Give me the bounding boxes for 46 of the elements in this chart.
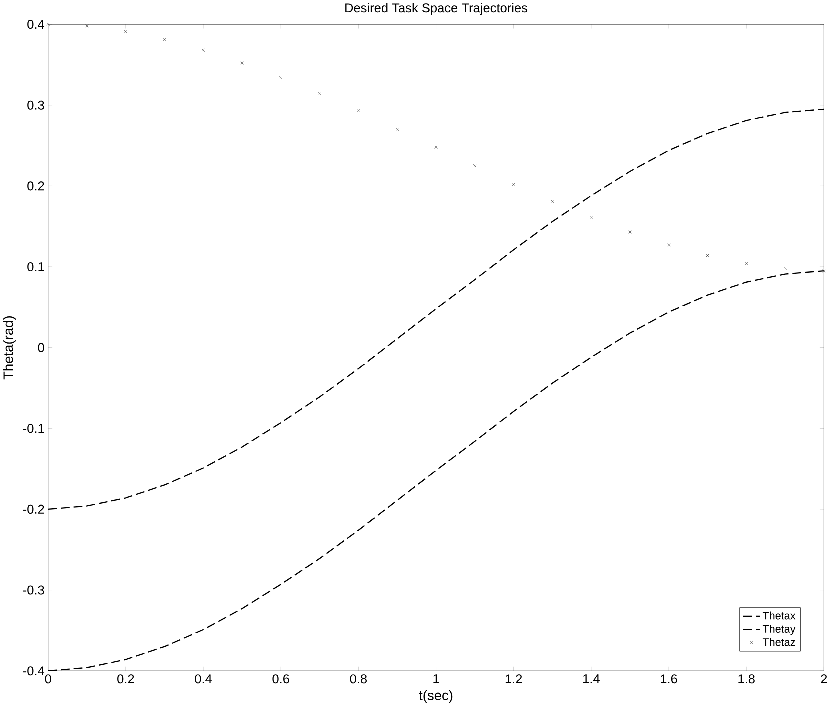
y-tick-label: 0.3 bbox=[28, 100, 44, 110]
y-tick-label: -0.2 bbox=[23, 504, 44, 514]
x-tick-label: 1.2 bbox=[506, 674, 522, 684]
x-tick-label: 0.2 bbox=[118, 674, 134, 684]
point bbox=[590, 216, 594, 220]
x-axis-title: t(sec) bbox=[419, 690, 453, 703]
x-tick-label: 0.6 bbox=[272, 674, 290, 684]
point bbox=[86, 24, 89, 28]
x-tick-label: 1.4 bbox=[584, 674, 600, 684]
point bbox=[280, 76, 283, 80]
x-tick-label: 0 bbox=[45, 674, 52, 684]
point bbox=[318, 92, 322, 96]
point bbox=[822, 269, 826, 272]
x-tick-label: 0.8 bbox=[350, 674, 368, 684]
point bbox=[202, 48, 206, 52]
point bbox=[396, 128, 400, 131]
y-tick-label: 0 bbox=[38, 343, 44, 352]
y-tick-label: -0.1 bbox=[23, 424, 44, 433]
y-tick-label: 0.1 bbox=[28, 262, 44, 272]
point bbox=[551, 200, 554, 203]
x-tick-label: 1.6 bbox=[661, 674, 678, 684]
legend-label: Thetaz bbox=[762, 638, 796, 646]
chart-title: Desired Task Space Trajectories bbox=[346, 3, 528, 15]
legend-label: Thetax bbox=[762, 612, 796, 620]
x-tick-label: 1 bbox=[434, 674, 440, 684]
point bbox=[784, 266, 787, 270]
point bbox=[473, 164, 477, 168]
y-tick-label: 0.2 bbox=[28, 181, 44, 190]
y-tick-label: 0.4 bbox=[28, 20, 45, 29]
y-tick-label: -0.4 bbox=[23, 666, 45, 676]
x-tick-label: 2 bbox=[821, 674, 828, 684]
point bbox=[706, 254, 710, 258]
x-tick-label: 0.4 bbox=[195, 674, 212, 684]
point bbox=[240, 62, 244, 65]
point bbox=[124, 30, 128, 34]
point bbox=[512, 182, 516, 186]
x-tick-label: 1.8 bbox=[738, 674, 755, 684]
legend-label: Thetay bbox=[762, 624, 796, 635]
point bbox=[434, 146, 438, 149]
point bbox=[745, 262, 748, 266]
point bbox=[357, 109, 360, 112]
point bbox=[163, 38, 166, 42]
y-axis-title: Theta(rad) bbox=[3, 316, 16, 380]
point bbox=[667, 243, 671, 247]
point bbox=[46, 22, 50, 26]
y-tick-label: -0.3 bbox=[23, 586, 44, 595]
